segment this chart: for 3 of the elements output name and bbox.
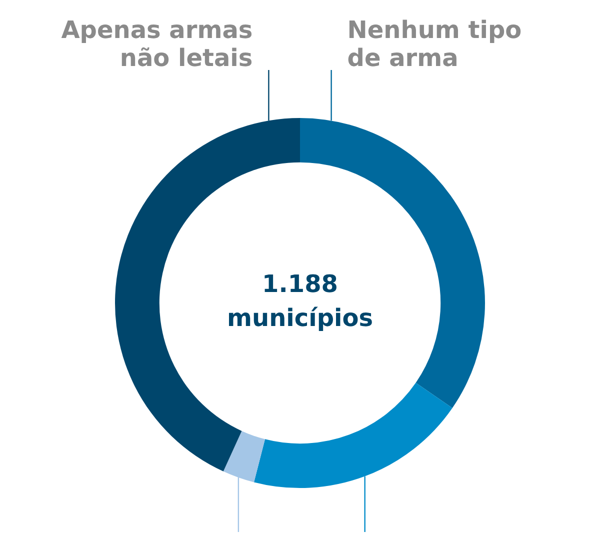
slice-label: Apenas armas não letais bbox=[61, 16, 253, 72]
slice-label: Nenhum tipo de arma bbox=[347, 16, 522, 72]
text: 1.188 municípios bbox=[226, 270, 374, 332]
